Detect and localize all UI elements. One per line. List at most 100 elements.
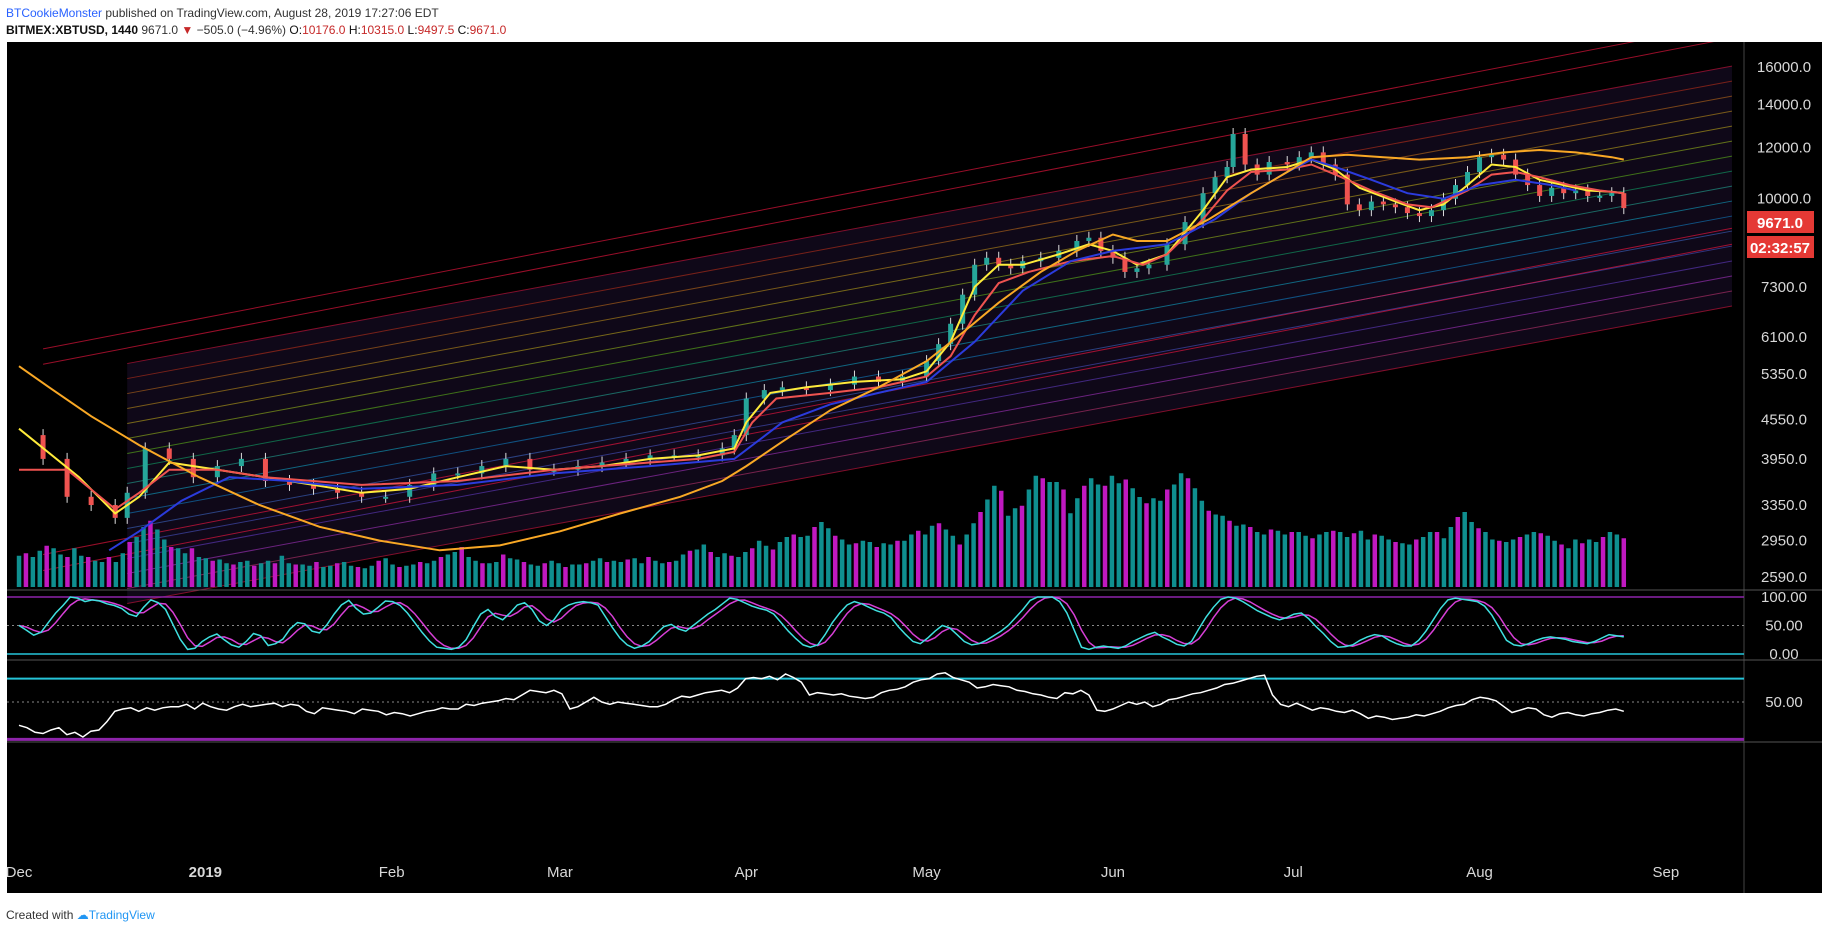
candle-body [1416,213,1422,217]
candle-body [1537,185,1543,196]
candle-body [924,361,930,377]
volume-bar [646,557,651,587]
candle-body [238,458,244,467]
volume-bar [376,560,381,587]
volume-bar [1448,527,1454,587]
volume-bar [874,547,879,587]
volume-bar [1441,538,1447,587]
volume-bar [985,499,990,587]
volume-bar [1524,534,1530,587]
stoch-level-label: 100.00 [1761,589,1807,606]
volume-bar [1206,510,1212,587]
volume-bar [992,485,997,587]
volume-bar [445,554,451,587]
candle-body [1008,264,1014,269]
volume-bar [1199,500,1205,587]
volume-bar [1531,532,1537,587]
volume-bar [1351,533,1357,587]
volume-bar [1109,475,1115,587]
volume-bar [1289,532,1295,587]
low-label: L: [407,23,418,37]
down-arrow-icon: ▼ [181,23,194,37]
volume-bar [348,565,354,587]
volume-bar [777,542,783,587]
volume-bar [466,557,471,587]
volume-bar [438,557,444,587]
volume-bar [1510,539,1516,587]
outer-channel-line [42,42,1635,350]
candle-body [190,458,196,478]
volume-bar [701,544,707,587]
volume-bar [196,557,202,587]
volume-bar [978,512,983,587]
volume-bar [556,563,561,587]
band-line [127,290,1733,589]
volume-bar [148,520,153,587]
volume-bar [729,555,734,587]
volume-bar [653,560,658,587]
high-label: H: [348,23,361,37]
price-tick-label: 5350.0 [1761,366,1807,383]
volume-bar [1427,532,1433,587]
volume-bar [660,563,665,587]
volume-bar [1414,539,1419,587]
time-axis: Dec 2019 Feb Mar Apr May Jun Jul Aug Sep [6,864,1680,881]
volume-bar [715,557,720,587]
candle-body [1356,204,1362,211]
band-line [127,185,1733,485]
volume-bar [736,557,741,587]
candle-body [1477,157,1483,173]
volume-bar [494,562,499,587]
volume-bar [16,555,22,587]
symbol-name[interactable]: BITMEX:XBTUSD, 1440 [6,23,139,37]
candle-body [1368,201,1374,211]
volume-bar [293,564,298,587]
volume-bar [51,548,56,587]
volume-bar [134,537,139,587]
ma-line-4 [18,148,1624,552]
countdown-badge-text: 02:32:57 [1750,240,1810,257]
volume-bar [1324,532,1329,587]
volume-bar [258,563,264,587]
volume-bar [44,545,49,587]
volume-bar [279,555,285,587]
volume-bar [680,554,686,587]
candle-body [1597,195,1603,198]
time-tick-label: Feb [379,864,405,881]
volume-bar [1545,535,1550,587]
band-line [127,260,1733,559]
volume-bar [957,544,962,587]
volume-bar [72,548,77,587]
volume-bar [521,562,527,587]
price-tick-label: 3350.0 [1761,497,1807,514]
volume-bar [92,560,98,587]
volume-bar [1116,483,1122,587]
candle-body [64,458,70,497]
candle-body [1296,157,1302,165]
ma-line-2 [19,163,1624,511]
band-line [127,80,1733,380]
outer-channel-line [42,243,1733,571]
volume-bar [1268,529,1274,587]
volume-bar [383,558,388,587]
volume-bar [1178,473,1184,587]
band-line [127,215,1733,515]
volume-bar [1254,532,1260,587]
volume-bar [1393,542,1398,587]
volume-bar [708,552,713,587]
candle-body [647,455,653,459]
candle-body [1501,154,1507,160]
chart-canvas[interactable]: 16000.014000.012000.010000.08500.07300.0… [0,42,1828,904]
time-tick-label: 2019 [189,864,222,881]
volume-bar [1234,525,1239,587]
volume-bar [265,560,271,587]
candle-body [262,458,268,482]
volume-bar [341,562,347,587]
volume-bar [1337,532,1343,587]
author-link[interactable]: BTCookieMonster [6,6,103,20]
volume-bar [1559,544,1564,587]
volume-bar [722,553,727,587]
candle-body [1561,187,1567,194]
tradingview-brand[interactable]: TradingView [88,908,155,922]
volume-bar [286,563,292,587]
